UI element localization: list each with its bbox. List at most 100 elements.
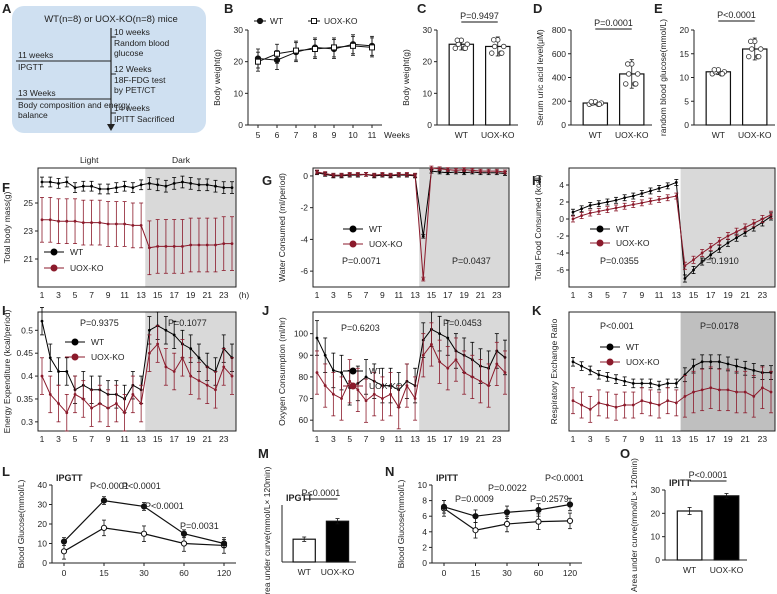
data-dot	[719, 71, 725, 77]
x-tick-label: 21	[476, 290, 486, 300]
bar-wt	[676, 510, 703, 561]
data-point	[147, 182, 151, 185]
data-point	[340, 371, 343, 374]
schematic-step: balance	[18, 110, 48, 120]
y-tick-label: 30	[651, 485, 661, 495]
data-point	[566, 501, 574, 508]
data-point	[348, 172, 352, 176]
x-tick-label: 9	[380, 434, 385, 444]
data-point	[230, 242, 234, 246]
data-point	[657, 187, 661, 190]
data-point	[189, 182, 193, 185]
data-point	[503, 520, 511, 528]
data-point	[446, 168, 450, 171]
x-tick-label: 1	[40, 434, 45, 444]
y-tick-label: 0	[427, 120, 432, 130]
x-tick-label: 7	[622, 434, 627, 444]
data-point	[81, 221, 85, 225]
data-dot	[623, 81, 629, 87]
panel-label-b: B	[224, 1, 233, 16]
x-tick-label: 17	[443, 434, 453, 444]
data-point	[614, 405, 618, 409]
data-point	[205, 183, 209, 187]
data-dot	[633, 81, 639, 87]
data-point	[752, 369, 756, 372]
legend-marker	[256, 17, 264, 25]
p-value-dark: P=0.0437	[452, 256, 491, 266]
dark-period-label: Dark	[172, 155, 191, 165]
y-tick-label: 0	[422, 558, 427, 568]
data-point	[649, 199, 652, 203]
y-tick-label: -2	[300, 203, 308, 213]
y-axis-label: Blood Glucose(mmol/L)	[396, 479, 406, 568]
data-point	[139, 224, 143, 227]
y-tick-label: 4	[559, 180, 564, 190]
data-point	[438, 332, 442, 336]
legend-marker	[311, 18, 317, 24]
legend-label: UOX-KO	[369, 381, 403, 391]
y-axis-label: Area under curve(mmol/L× 120min)	[629, 458, 639, 592]
data-point	[164, 365, 168, 369]
x-tick-label: 60	[179, 568, 189, 578]
data-point	[356, 388, 360, 392]
data-point	[623, 379, 627, 383]
data-point	[123, 222, 127, 226]
data-point	[726, 362, 730, 366]
legend-label: WT	[369, 366, 382, 376]
y-tick-label: 0.5	[21, 325, 33, 335]
data-point	[743, 226, 747, 229]
x-tick-label: 30	[502, 568, 512, 578]
x-tick-label: 5	[256, 130, 261, 140]
data-point	[623, 204, 627, 208]
data-point	[230, 374, 234, 378]
data-point	[405, 172, 409, 176]
x-tick-label: 23	[492, 290, 502, 300]
schematic-title: WT(n=8) or UOX-KO(n=8) mice	[44, 14, 178, 25]
data-point	[571, 210, 575, 214]
y-tick-label: 0	[561, 120, 566, 130]
x-tick-label: 1	[571, 434, 576, 444]
x-tick-label: 11	[368, 130, 377, 140]
x-tick-label: 7	[89, 434, 94, 444]
legend-marker	[349, 240, 357, 248]
data-point	[487, 169, 491, 173]
legend-marker	[50, 248, 58, 256]
x-tick-label: 5	[73, 290, 78, 300]
data-point	[73, 219, 77, 223]
data-point	[421, 277, 425, 281]
data-point	[100, 497, 108, 504]
x-tick-label: 11	[120, 434, 129, 444]
data-point	[123, 184, 127, 188]
data-point	[649, 189, 652, 193]
series-line-uox-ko	[316, 343, 506, 409]
data-dot	[596, 101, 602, 107]
legend-marker	[50, 264, 58, 272]
data-point	[197, 183, 201, 187]
data-point	[760, 386, 764, 390]
data-point	[674, 382, 678, 385]
x-tick-label: 7	[364, 434, 369, 444]
data-point	[350, 42, 356, 49]
x-tick-label: 21	[202, 434, 212, 444]
y-tick-label: -2	[556, 231, 564, 241]
data-point	[164, 184, 168, 188]
y-tick-label: 4	[422, 527, 427, 537]
data-point	[364, 375, 368, 379]
series-line-wt	[572, 361, 771, 387]
p-value-dark: P=0.1910	[700, 256, 739, 266]
y-tick-label: 0.4	[21, 371, 33, 381]
data-point	[588, 369, 592, 372]
schematic-step: IPGTT	[18, 62, 43, 72]
data-point	[535, 518, 542, 525]
y-tick-label: 2	[559, 197, 564, 207]
data-point	[180, 540, 188, 547]
x-tick-label: 15	[153, 290, 163, 300]
y-tick-label: 200	[552, 96, 566, 106]
y-axis-label: Oxygen Consumption (ml/hr)	[277, 317, 287, 426]
data-point	[769, 213, 773, 217]
panel-label-c: C	[417, 1, 427, 16]
x-tick-label: 9	[106, 290, 111, 300]
x-tick-label: 11	[655, 434, 664, 444]
data-point	[312, 46, 318, 52]
data-point	[717, 247, 721, 251]
